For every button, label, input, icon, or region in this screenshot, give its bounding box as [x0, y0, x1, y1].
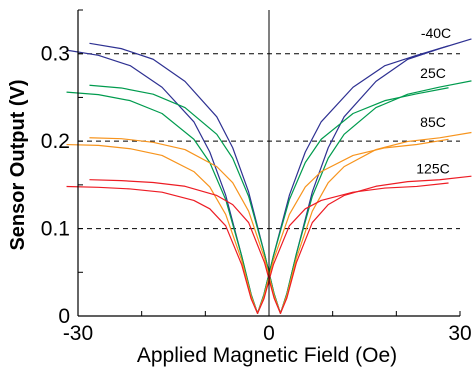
series-0-sweep-0: [66, 45, 449, 314]
x-tick-label: -30: [63, 322, 93, 345]
y-tick-label: 0.3: [41, 43, 70, 66]
series-3: [66, 175, 472, 314]
x-axis-title: Applied Magnetic Field (Oe): [137, 344, 397, 367]
series-1-sweep-1: [89, 80, 472, 314]
y-tick-label: 0.2: [41, 130, 70, 153]
axes: [77, 9, 461, 317]
series-label-0: -40C: [421, 25, 451, 41]
series-label-3: 125C: [416, 160, 449, 176]
y-tick-label: 0: [58, 305, 70, 328]
series-label-1: 25C: [420, 65, 446, 81]
series-3-sweep-1: [89, 175, 472, 314]
x-tick-label: 0: [263, 322, 275, 345]
series-0-sweep-1: [89, 38, 472, 314]
series-2-sweep-1: [89, 131, 472, 314]
series-label-2: 85C: [420, 114, 446, 130]
x-tick-label: 30: [448, 322, 471, 345]
series-labels: -40C 25C 85C 125C: [416, 25, 451, 177]
y-tick-label: 0.1: [41, 218, 70, 241]
y-axis-title: Sensor Output (V): [7, 79, 29, 250]
series-1-sweep-0: [66, 87, 449, 314]
series-layer: [66, 38, 472, 314]
series-3-sweep-0: [66, 182, 449, 314]
